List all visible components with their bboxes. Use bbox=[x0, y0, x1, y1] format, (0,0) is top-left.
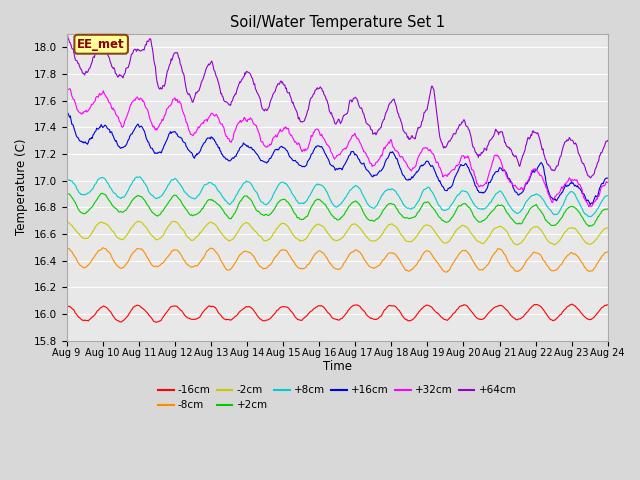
+64cm bbox=[212, 71, 220, 77]
-16cm bbox=[128, 307, 136, 312]
+2cm bbox=[184, 209, 191, 215]
-8cm bbox=[604, 249, 612, 255]
+8cm bbox=[134, 174, 141, 180]
+32cm bbox=[604, 180, 612, 185]
+16cm bbox=[587, 202, 595, 207]
Line: +32cm: +32cm bbox=[67, 89, 608, 207]
Legend: -16cm, -8cm, -2cm, +2cm, +8cm, +16cm, +32cm, +64cm: -16cm, -8cm, -2cm, +2cm, +8cm, +16cm, +3… bbox=[154, 381, 520, 415]
+2cm bbox=[604, 206, 612, 212]
+8cm bbox=[587, 214, 595, 219]
+2cm bbox=[404, 215, 412, 221]
+32cm bbox=[63, 88, 70, 94]
+64cm bbox=[128, 51, 136, 57]
Title: Soil/Water Temperature Set 1: Soil/Water Temperature Set 1 bbox=[230, 15, 445, 30]
+64cm bbox=[72, 58, 80, 63]
-8cm bbox=[404, 268, 412, 274]
-8cm bbox=[184, 262, 191, 267]
-16cm bbox=[604, 302, 612, 308]
+16cm bbox=[128, 131, 136, 137]
-2cm bbox=[72, 228, 80, 234]
+32cm bbox=[66, 86, 74, 92]
-16cm bbox=[419, 304, 427, 310]
+8cm bbox=[404, 205, 412, 211]
+16cm bbox=[63, 110, 70, 116]
+64cm bbox=[183, 89, 191, 95]
+16cm bbox=[403, 177, 411, 182]
+16cm bbox=[212, 139, 220, 145]
+16cm bbox=[419, 163, 426, 169]
-8cm bbox=[419, 251, 427, 257]
-8cm bbox=[212, 250, 220, 255]
+2cm bbox=[585, 224, 593, 229]
+8cm bbox=[72, 184, 80, 190]
+32cm bbox=[73, 107, 81, 113]
+2cm bbox=[63, 191, 70, 197]
X-axis label: Time: Time bbox=[323, 360, 351, 372]
-16cm bbox=[184, 315, 191, 321]
-2cm bbox=[135, 218, 143, 224]
+64cm bbox=[419, 118, 426, 124]
+8cm bbox=[212, 185, 220, 191]
+32cm bbox=[404, 163, 412, 169]
+64cm bbox=[403, 132, 411, 138]
-2cm bbox=[184, 235, 191, 240]
+16cm bbox=[604, 175, 612, 181]
-8cm bbox=[63, 246, 70, 252]
+8cm bbox=[128, 180, 136, 186]
Line: -8cm: -8cm bbox=[67, 248, 608, 272]
-16cm bbox=[212, 306, 220, 312]
+2cm bbox=[419, 201, 427, 206]
-16cm bbox=[404, 318, 412, 324]
-2cm bbox=[63, 219, 70, 225]
-2cm bbox=[404, 239, 412, 244]
-16cm bbox=[568, 301, 575, 307]
Line: +8cm: +8cm bbox=[67, 177, 608, 216]
-8cm bbox=[129, 250, 136, 256]
Text: EE_met: EE_met bbox=[77, 38, 125, 51]
+32cm bbox=[129, 99, 136, 105]
Line: +64cm: +64cm bbox=[67, 31, 608, 178]
+2cm bbox=[98, 191, 106, 196]
+64cm bbox=[604, 138, 612, 144]
+32cm bbox=[585, 204, 593, 210]
Line: -2cm: -2cm bbox=[67, 221, 608, 245]
+64cm bbox=[587, 175, 595, 181]
-16cm bbox=[72, 311, 80, 317]
+8cm bbox=[184, 192, 191, 197]
+8cm bbox=[419, 187, 427, 193]
-16cm bbox=[152, 319, 160, 325]
Y-axis label: Temperature (C): Temperature (C) bbox=[15, 139, 28, 236]
+32cm bbox=[184, 122, 191, 128]
+32cm bbox=[212, 111, 220, 117]
+16cm bbox=[183, 144, 191, 150]
-2cm bbox=[212, 223, 220, 229]
Line: -16cm: -16cm bbox=[67, 304, 608, 322]
+2cm bbox=[72, 202, 80, 207]
-2cm bbox=[128, 224, 136, 230]
-8cm bbox=[72, 256, 80, 262]
+32cm bbox=[419, 145, 427, 151]
-8cm bbox=[443, 269, 451, 275]
-8cm bbox=[99, 245, 106, 251]
-2cm bbox=[604, 225, 612, 231]
+16cm bbox=[72, 133, 80, 139]
-16cm bbox=[63, 302, 70, 308]
+2cm bbox=[129, 197, 136, 203]
+8cm bbox=[604, 192, 612, 198]
+64cm bbox=[63, 28, 70, 34]
+2cm bbox=[212, 200, 220, 206]
Line: +2cm: +2cm bbox=[67, 193, 608, 227]
-2cm bbox=[419, 224, 427, 230]
+8cm bbox=[63, 179, 70, 184]
-2cm bbox=[513, 242, 520, 248]
Line: +16cm: +16cm bbox=[67, 113, 608, 204]
